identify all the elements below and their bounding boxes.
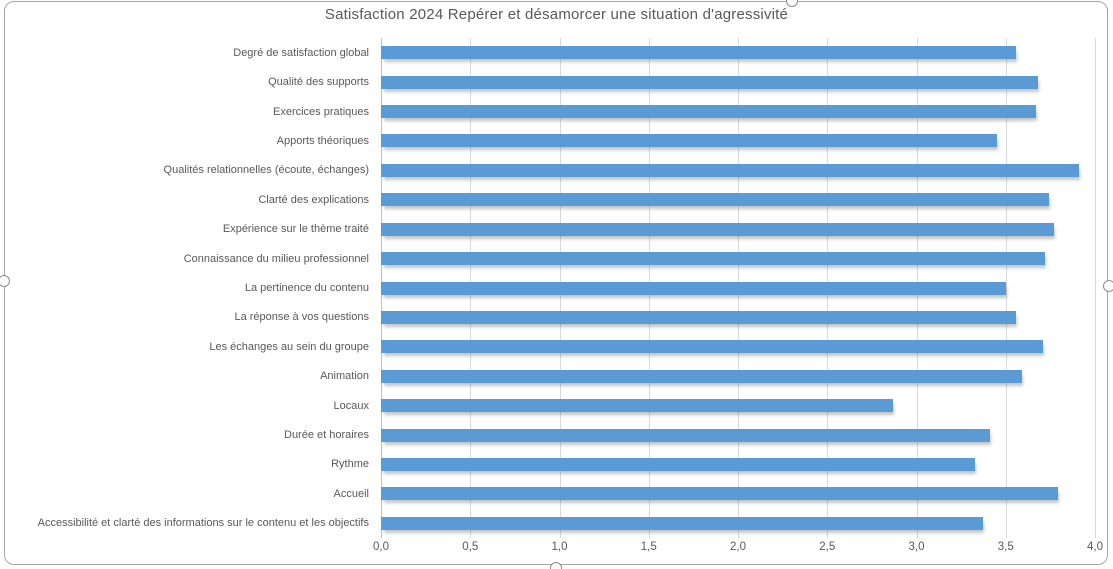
chart-title[interactable]: Satisfaction 2024 Repérer et désamorcer … <box>324 6 789 23</box>
category-label: Qualité des supports <box>268 76 369 89</box>
x-tick-label: 1,0 <box>551 541 568 553</box>
x-tick-label: 0,0 <box>373 541 389 553</box>
category-label: Les échanges au sein du groupe <box>209 340 369 353</box>
bar[interactable] <box>381 457 976 471</box>
selection-handle-right-icon[interactable] <box>1103 280 1113 292</box>
x-tick-label: 4,0 <box>1087 541 1103 553</box>
category-label: Accessibilité et clarté des informations… <box>37 517 369 530</box>
x-tick-label: 3,0 <box>908 541 925 553</box>
bar[interactable] <box>381 340 1044 354</box>
category-label: Apports théoriques <box>276 134 369 147</box>
bar[interactable] <box>381 193 1049 207</box>
bar[interactable] <box>381 487 1058 501</box>
category-label: La réponse à vos questions <box>234 311 369 324</box>
category-label: Durée et horaires <box>284 429 369 442</box>
category-label: Expérience sur le thème traité <box>222 223 369 236</box>
category-axis[interactable]: Degré de satisfaction global Qualité des … <box>0 38 375 538</box>
x-tick-label: 1,5 <box>640 541 657 553</box>
category-label: Exercices pratiques <box>273 105 369 118</box>
bar[interactable] <box>381 369 1022 383</box>
bar[interactable] <box>381 252 1046 266</box>
selection-handle-bottom-icon[interactable] <box>550 562 562 569</box>
bar[interactable] <box>381 46 1017 60</box>
category-label: Rythme <box>331 458 369 471</box>
x-tick-label: 2,5 <box>819 541 836 553</box>
selection-handle-left-icon[interactable] <box>0 275 10 287</box>
category-label: Connaissance du milieu professionnel <box>183 252 369 265</box>
bar[interactable] <box>381 428 990 442</box>
bar[interactable] <box>381 399 894 413</box>
x-tick-label: 3,5 <box>997 541 1014 553</box>
bar[interactable] <box>381 516 983 530</box>
bar[interactable] <box>381 222 1054 236</box>
category-label: Animation <box>320 370 369 383</box>
bar[interactable] <box>381 134 997 148</box>
gridline <box>1005 38 1007 538</box>
category-label: La pertinence du contenu <box>244 281 369 294</box>
plot-area[interactable] <box>381 38 1096 538</box>
bar[interactable] <box>381 281 1006 295</box>
category-label: Accueil <box>333 487 369 500</box>
gridline <box>1095 38 1096 538</box>
category-label: Qualités relationnelles (écoute, échange… <box>163 164 369 177</box>
bar[interactable] <box>381 75 1038 89</box>
bar[interactable] <box>381 163 1079 177</box>
x-tick-label: 2,0 <box>730 541 746 553</box>
category-label: Degré de satisfaction global <box>233 46 369 59</box>
bar[interactable] <box>381 105 1037 119</box>
bar[interactable] <box>381 310 1017 324</box>
category-label: Locaux <box>333 399 369 412</box>
x-tick-label: 0,5 <box>462 541 479 553</box>
value-axis[interactable]: 0,0 0,5 1,0 1,5 2,0 2,5 3,0 3,5 4,0 <box>373 541 1103 559</box>
category-label: Clarté des explications <box>258 193 369 206</box>
